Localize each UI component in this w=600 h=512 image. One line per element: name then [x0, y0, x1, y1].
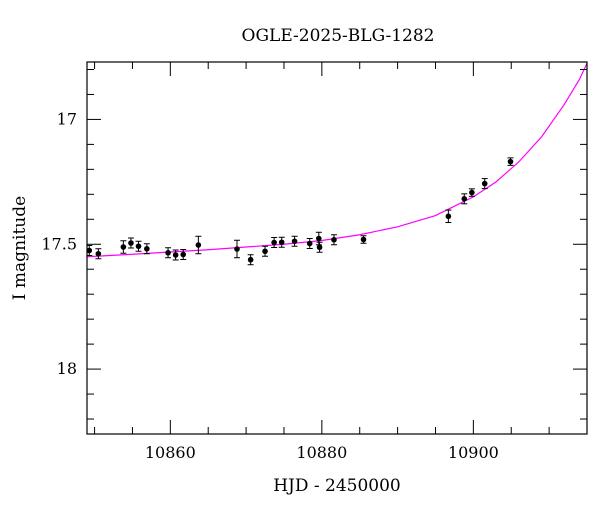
data-point	[291, 238, 298, 245]
data-point	[144, 245, 150, 252]
data-point	[234, 246, 240, 252]
data-point	[306, 240, 313, 247]
data-point	[469, 189, 475, 196]
chart-title: OGLE-2025-BLG-1282	[242, 26, 435, 46]
data-point	[262, 248, 268, 255]
data-point	[128, 240, 134, 246]
data-point	[481, 180, 488, 187]
axis-ticks	[87, 62, 588, 434]
data-point	[271, 239, 277, 246]
data-point	[331, 236, 337, 243]
data-point	[120, 244, 127, 250]
y-tick-label: 18	[57, 359, 77, 378]
data-point	[180, 251, 187, 258]
plot-area-frame	[86, 61, 588, 435]
y-tick-label: 17	[57, 109, 77, 128]
x-tick-label: 10880	[296, 443, 347, 462]
x-axis-label: HJD - 2450000	[273, 476, 401, 496]
data-point	[247, 256, 254, 263]
data-point	[360, 236, 367, 243]
x-tick-label: 10900	[448, 443, 499, 462]
data-point	[135, 243, 142, 250]
data-point	[461, 196, 468, 202]
data-point	[95, 250, 102, 257]
data-point	[195, 242, 202, 248]
data-point	[87, 247, 93, 254]
data-point	[316, 235, 322, 242]
y-axis-label: I magnitude	[10, 196, 30, 300]
data-point	[165, 249, 171, 256]
data-point	[507, 158, 514, 165]
y-tick-label: 17.5	[41, 234, 77, 253]
data-point	[445, 213, 452, 220]
data-point	[172, 252, 179, 258]
axis-tick-labels: 10860 10880 10900 17 17.5 18	[41, 109, 498, 462]
data-point	[316, 244, 323, 251]
model-curve	[87, 62, 587, 258]
data-point	[278, 239, 285, 246]
x-tick-label: 10860	[145, 443, 196, 462]
